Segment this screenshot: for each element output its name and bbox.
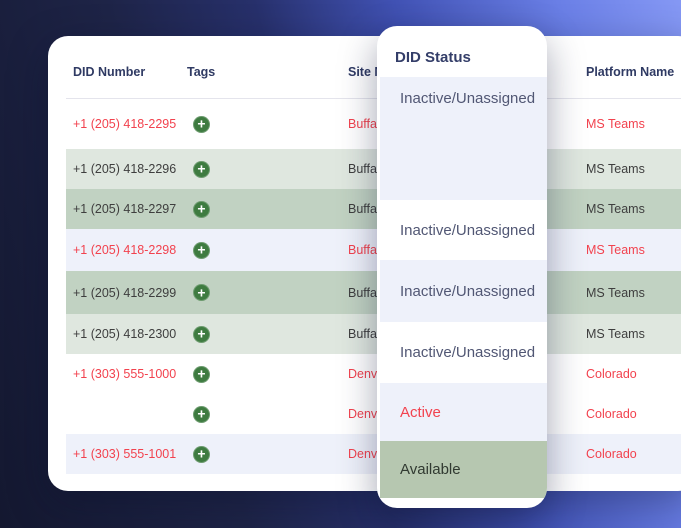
table-row[interactable]: +1 (205) 418-2299 Buffa MS Teams: [66, 271, 681, 314]
table-header-row: DID Number Tags Site N Platform Name: [66, 36, 681, 99]
did-status-column-overlay[interactable]: DID Status Inactive/Unassigned Inactive/…: [377, 26, 547, 508]
column-header-did-number[interactable]: DID Number: [73, 65, 146, 79]
site-name-cell: Buffa: [348, 202, 377, 216]
did-number-cell: +1 (205) 418-2295: [73, 117, 177, 131]
platform-name-cell: MS Teams: [586, 202, 645, 216]
did-status-cell: Inactive/Unassigned: [400, 221, 536, 239]
column-header-tags[interactable]: Tags: [187, 65, 216, 79]
plus-circle-icon[interactable]: [193, 284, 210, 301]
did-number-cell: +1 (303) 555-1001: [73, 447, 177, 461]
table-row[interactable]: +1 (303) 555-1001 Denve Colorado: [66, 434, 681, 474]
platform-name-cell: MS Teams: [586, 117, 645, 131]
plus-circle-icon[interactable]: [193, 325, 210, 343]
platform-name-cell: MS Teams: [586, 327, 645, 341]
platform-name-cell: MS Teams: [586, 162, 645, 176]
did-number-cell: +1 (205) 418-2296: [73, 162, 177, 176]
did-status-cell: Active: [380, 383, 547, 441]
table-row[interactable]: +1 (205) 418-2297 Buffa MS Teams: [66, 189, 681, 229]
did-number-cell: +1 (205) 418-2298: [73, 243, 177, 257]
site-name-cell: Denve: [348, 407, 385, 421]
platform-name-cell: Colorado: [586, 407, 637, 421]
did-table-card: DID Number Tags Site N Platform Name +1 …: [48, 36, 681, 491]
did-number-cell: +1 (303) 555-1000: [73, 367, 177, 381]
did-status-cell: Inactive/Unassigned: [380, 77, 547, 200]
site-name-cell: Buffa: [348, 285, 377, 300]
site-name-cell: Denve: [348, 447, 385, 461]
platform-name-cell: Colorado: [586, 447, 637, 461]
did-number-cell: +1 (205) 418-2299: [73, 285, 177, 300]
table-row[interactable]: +1 (205) 418-2298 Buffa MS Teams: [66, 229, 681, 271]
site-name-cell: Buffa: [348, 243, 377, 257]
overlay-title: DID Status: [395, 49, 471, 66]
table-row[interactable]: Denve Colorado: [66, 394, 681, 434]
table-row[interactable]: +1 (205) 418-2296 Buffa MS Teams: [66, 149, 681, 189]
column-header-site-name[interactable]: Site N: [348, 65, 384, 79]
site-name-cell: Denve: [348, 367, 385, 381]
site-name-cell: Buffa: [348, 327, 377, 341]
site-name-cell: Buffa: [348, 162, 377, 176]
platform-name-cell: MS Teams: [586, 243, 645, 257]
plus-circle-icon[interactable]: [193, 405, 210, 423]
platform-name-cell: Colorado: [586, 367, 637, 381]
table-row[interactable]: +1 (205) 418-2295 Buffa MS Teams: [66, 99, 681, 149]
plus-circle-icon[interactable]: [193, 365, 210, 383]
did-status-cell: Inactive/Unassigned: [380, 260, 547, 322]
site-name-cell: Buffa: [348, 117, 377, 131]
column-header-platform-name[interactable]: Platform Name: [586, 65, 675, 79]
plus-circle-icon[interactable]: [193, 115, 210, 133]
plus-circle-icon[interactable]: [193, 160, 210, 178]
did-number-cell: +1 (205) 418-2297: [73, 202, 177, 216]
table-row[interactable]: +1 (205) 418-2300 Buffa MS Teams: [66, 314, 681, 354]
table-row[interactable]: +1 (303) 555-1000 Denve Colorado: [66, 354, 681, 394]
did-status-cell: Inactive/Unassigned: [400, 344, 536, 361]
plus-circle-icon[interactable]: [193, 241, 210, 259]
plus-circle-icon[interactable]: [193, 200, 210, 218]
plus-circle-icon[interactable]: [193, 445, 210, 463]
did-status-cell: Available: [380, 441, 547, 498]
did-number-cell: +1 (205) 418-2300: [73, 327, 177, 341]
platform-name-cell: MS Teams: [586, 285, 645, 300]
